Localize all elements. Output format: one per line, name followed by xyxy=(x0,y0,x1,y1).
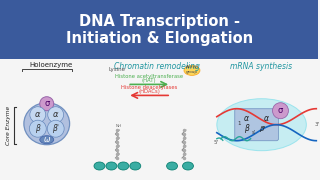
Ellipse shape xyxy=(167,162,178,170)
Text: β: β xyxy=(244,124,249,133)
Text: α: α xyxy=(53,110,59,119)
Circle shape xyxy=(40,97,54,111)
Ellipse shape xyxy=(130,162,141,170)
Text: α: α xyxy=(35,110,41,119)
Text: σ: σ xyxy=(44,99,49,108)
Text: β': β' xyxy=(260,126,266,132)
Ellipse shape xyxy=(94,162,105,170)
Text: Holoenzyme: Holoenzyme xyxy=(29,62,72,68)
Ellipse shape xyxy=(182,162,194,170)
Ellipse shape xyxy=(217,99,306,151)
Ellipse shape xyxy=(24,103,70,145)
Text: NH: NH xyxy=(115,124,121,128)
Circle shape xyxy=(30,107,46,123)
Text: β: β xyxy=(35,124,40,133)
Text: β': β' xyxy=(52,124,59,133)
Text: σ: σ xyxy=(278,106,283,115)
Text: α: α xyxy=(264,114,269,123)
FancyBboxPatch shape xyxy=(235,109,278,141)
Ellipse shape xyxy=(106,162,117,170)
Text: 3': 3' xyxy=(315,122,320,127)
Circle shape xyxy=(29,120,46,137)
Ellipse shape xyxy=(118,162,129,170)
Text: Histone deacetylases: Histone deacetylases xyxy=(121,85,177,90)
Circle shape xyxy=(47,120,64,137)
Text: α: α xyxy=(244,114,249,123)
Text: (HDACs): (HDACs) xyxy=(138,89,160,94)
Ellipse shape xyxy=(184,65,200,75)
Text: Lysine: Lysine xyxy=(109,67,126,72)
Text: ω: ω xyxy=(44,135,50,144)
Text: Acetyl
group: Acetyl group xyxy=(186,65,198,74)
Text: Initiation & Elongation: Initiation & Elongation xyxy=(66,31,253,46)
Text: s': s' xyxy=(252,130,256,135)
Text: 1: 1 xyxy=(237,121,240,126)
FancyBboxPatch shape xyxy=(0,0,318,59)
Text: Chromatin remodeling: Chromatin remodeling xyxy=(114,62,200,71)
Text: DNA Transcription -: DNA Transcription - xyxy=(79,14,240,29)
Circle shape xyxy=(48,107,64,123)
Text: 5': 5' xyxy=(213,140,218,145)
Circle shape xyxy=(273,103,288,119)
Text: Histone acetyltransferase: Histone acetyltransferase xyxy=(115,74,183,79)
Text: Core Enzyme: Core Enzyme xyxy=(6,106,12,145)
Text: (HAT): (HAT) xyxy=(142,78,156,83)
Text: mRNA synthesis: mRNA synthesis xyxy=(229,62,292,71)
Ellipse shape xyxy=(40,136,54,144)
